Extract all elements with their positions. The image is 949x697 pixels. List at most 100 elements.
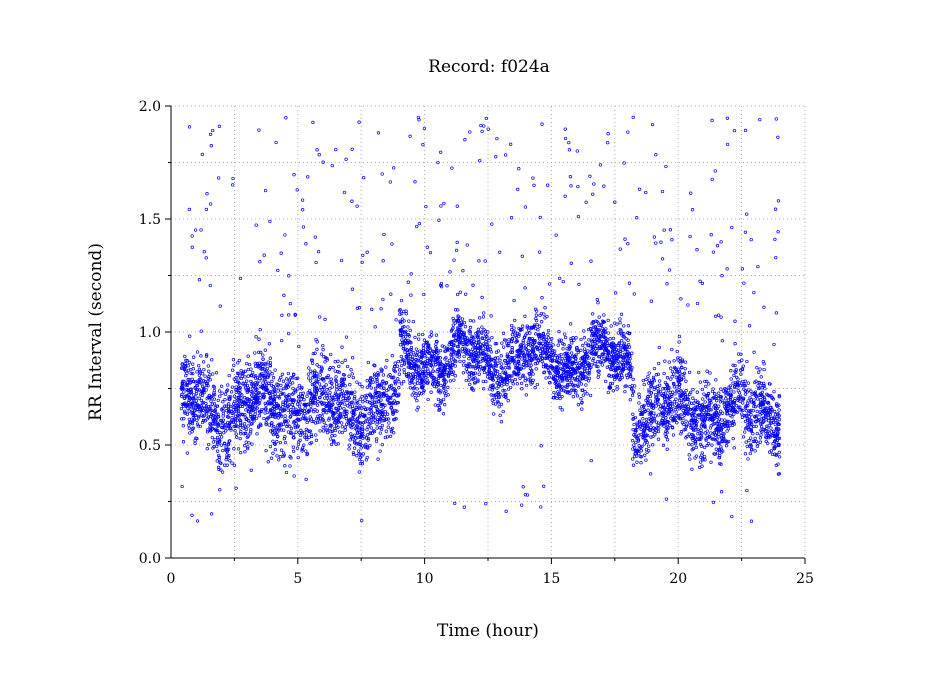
data-point: [458, 359, 462, 364]
data-point: [631, 412, 635, 416]
data-point: [337, 394, 341, 398]
data-point: [704, 384, 708, 389]
data-point: [233, 417, 238, 422]
data-point: [586, 371, 590, 375]
data-point: [644, 190, 648, 195]
data-point: [339, 258, 344, 263]
data-point: [244, 440, 248, 444]
data-point: [499, 354, 503, 358]
data-point: [762, 305, 766, 309]
data-point: [399, 363, 404, 368]
data-point: [310, 358, 314, 362]
data-point: [757, 370, 761, 374]
data-point: [596, 328, 600, 332]
data-point: [510, 337, 515, 341]
data-point: [378, 431, 382, 435]
data-point: [257, 401, 262, 405]
data-point: [490, 222, 494, 226]
data-point: [743, 452, 748, 456]
data-point: [670, 238, 674, 242]
data-point: [506, 399, 510, 403]
data-point: [772, 389, 776, 394]
data-point: [304, 403, 308, 407]
data-point: [366, 438, 370, 442]
data-point: [377, 400, 381, 404]
data-point: [458, 290, 462, 294]
data-point: [212, 409, 216, 413]
data-point: [385, 435, 390, 439]
data-point: [530, 350, 535, 355]
data-point: [523, 205, 528, 209]
data-point: [683, 360, 688, 364]
data-point: [583, 390, 587, 394]
data-point: [582, 336, 587, 340]
data-point: [365, 428, 369, 432]
data-point: [575, 394, 580, 398]
data-point: [399, 359, 403, 363]
data-point: [232, 399, 237, 404]
data-point: [351, 437, 355, 441]
data-point: [200, 372, 205, 376]
data-point: [741, 364, 745, 368]
data-point: [198, 410, 202, 414]
data-point: [268, 370, 272, 374]
data-point: [184, 358, 188, 362]
data-point: [300, 198, 305, 202]
data-point: [189, 407, 193, 411]
data-point: [386, 387, 391, 391]
data-point: [283, 440, 288, 445]
data-point: [202, 413, 206, 418]
data-point: [451, 363, 455, 367]
data-point: [284, 394, 288, 399]
data-point: [350, 404, 355, 408]
data-point: [315, 403, 320, 407]
data-point: [773, 237, 777, 242]
data-point: [471, 283, 475, 287]
data-point: [228, 459, 232, 463]
data-point: [593, 362, 597, 366]
data-point: [190, 234, 194, 238]
data-point: [725, 116, 730, 120]
data-point: [758, 413, 762, 417]
data-point: [397, 380, 401, 384]
data-point: [316, 249, 321, 254]
data-point: [470, 386, 474, 391]
data-point: [431, 354, 435, 359]
data-point: [330, 429, 335, 434]
data-point: [194, 436, 198, 440]
data-point: [304, 427, 308, 432]
data-point: [254, 376, 258, 380]
data-point: [298, 407, 302, 412]
data-point: [218, 488, 222, 492]
data-point: [715, 451, 720, 455]
data-point: [511, 382, 515, 386]
data-point: [456, 314, 460, 318]
data-point: [476, 351, 481, 356]
data-point: [467, 378, 471, 382]
data-point: [238, 392, 242, 396]
data-point: [288, 464, 292, 468]
data-point: [317, 364, 321, 369]
data-point: [578, 378, 582, 382]
data-point: [668, 228, 673, 232]
data-point: [574, 336, 578, 340]
data-point: [546, 368, 551, 373]
data-point: [208, 410, 212, 414]
data-point: [366, 360, 371, 365]
data-point: [460, 338, 465, 342]
data-point: [545, 343, 550, 348]
data-point: [449, 352, 453, 357]
data-point: [774, 311, 779, 315]
data-point: [318, 416, 322, 421]
data-point: [544, 376, 548, 380]
data-point: [264, 380, 268, 384]
data-point: [361, 420, 366, 425]
data-point: [381, 259, 385, 263]
data-point: [199, 398, 203, 403]
data-point: [510, 374, 514, 378]
data-point: [416, 115, 421, 120]
data-point: [397, 386, 401, 390]
data-point: [276, 430, 280, 434]
data-point: [642, 442, 647, 446]
